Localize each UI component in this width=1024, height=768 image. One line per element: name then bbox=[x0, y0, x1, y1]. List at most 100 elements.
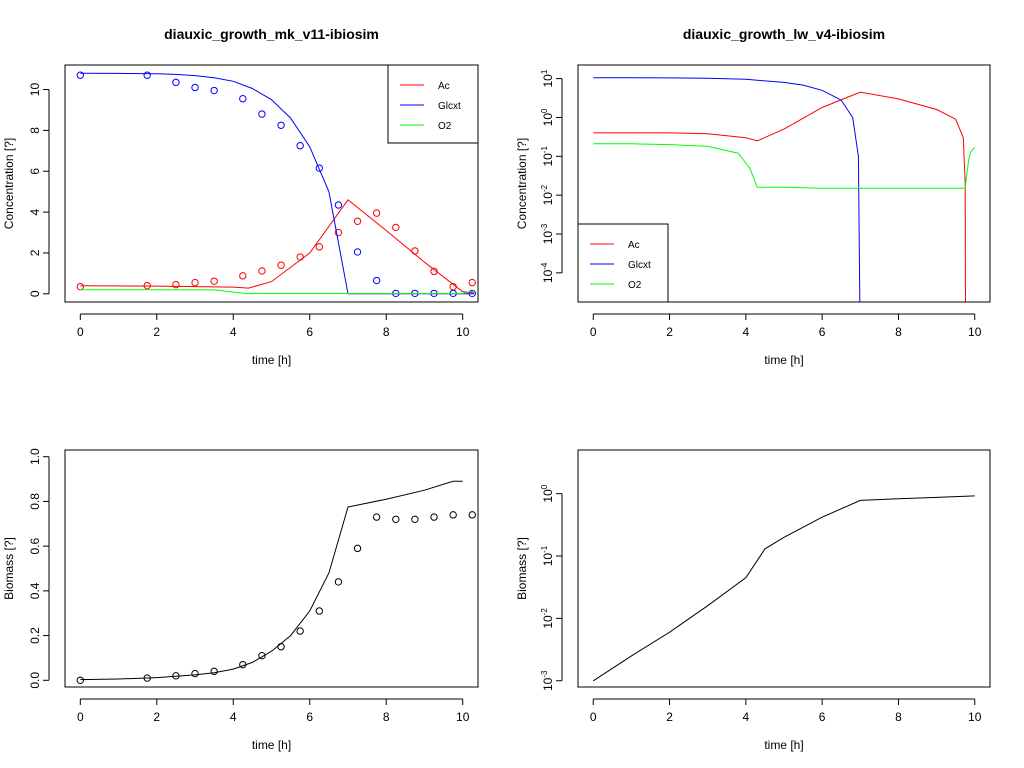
y-tick-label: 10-1 bbox=[540, 545, 555, 566]
series-line-biomass bbox=[593, 495, 975, 682]
data-point-biomass bbox=[191, 669, 199, 678]
data-point-ac bbox=[143, 281, 151, 290]
data-point-glcxt bbox=[468, 289, 476, 298]
data-point-biomass bbox=[334, 578, 343, 586]
legend-box bbox=[577, 223, 669, 303]
x-tick-label: 0 bbox=[590, 325, 597, 339]
legend-label: Glcxt bbox=[628, 260, 651, 271]
y-tick-label: 10-3 bbox=[540, 223, 555, 244]
series-line-glcxt bbox=[593, 77, 861, 302]
data-point-ac bbox=[76, 282, 84, 291]
data-point-glcxt bbox=[296, 142, 304, 150]
data-point-glcxt bbox=[277, 121, 285, 129]
plot-area bbox=[76, 71, 476, 298]
data-point-glcxt bbox=[172, 78, 180, 87]
y-tick-label: 10-2 bbox=[540, 184, 555, 205]
x-tick-label: 6 bbox=[819, 325, 826, 339]
y-tick-label: 100 bbox=[540, 108, 555, 126]
data-point-glcxt bbox=[315, 164, 324, 172]
x-tick-label: 10 bbox=[456, 710, 470, 724]
y-tick-label: 4 bbox=[28, 208, 42, 215]
data-point-ac bbox=[258, 267, 266, 275]
data-point-biomass bbox=[143, 674, 151, 682]
y-tick-exponent: -2 bbox=[540, 184, 549, 192]
y-tick-base: 10 bbox=[541, 153, 555, 167]
y-tick-exponent: -4 bbox=[540, 262, 549, 270]
chart-concentration-mk: diauxic_growth_mk_v11-ibiosim 0 2 4 6 8 10 time… bbox=[2, 26, 479, 367]
y-tick-label: 0.8 bbox=[28, 493, 42, 510]
data-point-biomass bbox=[76, 676, 84, 684]
data-point-glcxt bbox=[372, 276, 381, 285]
y-tick-base: 10 bbox=[541, 74, 555, 88]
y-tick-label: 0 bbox=[28, 290, 42, 297]
data-point-ac bbox=[353, 217, 362, 225]
data-point-ac bbox=[372, 209, 381, 217]
data-point-glcxt bbox=[143, 71, 151, 79]
legend: Ac Glcxt O2 bbox=[387, 64, 479, 144]
y-tick-exponent: 1 bbox=[540, 69, 549, 74]
x-tick-label: 2 bbox=[666, 710, 673, 724]
data-point-ac bbox=[172, 280, 180, 289]
y-axis-label: Concentration [?] bbox=[2, 138, 16, 229]
data-point-glcxt bbox=[334, 201, 343, 209]
data-point-ac bbox=[468, 278, 476, 287]
y-tick-label: 10-3 bbox=[540, 670, 555, 691]
y-tick-label: 2 bbox=[28, 249, 42, 256]
x-tick-label: 6 bbox=[306, 710, 313, 724]
data-point-glcxt bbox=[239, 95, 247, 103]
x-axis-label: time [h] bbox=[764, 738, 803, 752]
x-axis-label: time [h] bbox=[252, 353, 291, 367]
y-tick-base: 10 bbox=[541, 113, 555, 127]
data-point-biomass bbox=[449, 511, 457, 519]
y-tick-label: 1.0 bbox=[28, 448, 42, 465]
y-tick-label: 8 bbox=[28, 127, 42, 134]
x-tick-label: 2 bbox=[153, 325, 160, 339]
data-point-glcxt bbox=[191, 83, 199, 92]
data-point-ac bbox=[239, 272, 247, 280]
data-point-glcxt bbox=[258, 110, 266, 118]
y-tick-label: 10-1 bbox=[540, 146, 555, 167]
legend-box bbox=[387, 64, 479, 144]
legend-label: O2 bbox=[438, 121, 452, 132]
x-tick-label: 6 bbox=[306, 325, 313, 339]
plot-area bbox=[593, 495, 975, 682]
x-tick-label: 8 bbox=[895, 710, 902, 724]
series-line-biomass bbox=[80, 480, 463, 681]
y-tick-exponent: -1 bbox=[540, 545, 549, 553]
data-point-glcxt bbox=[210, 86, 218, 95]
x-tick-label: 4 bbox=[230, 325, 237, 339]
chart-title: diauxic_growth_mk_v11-ibiosim bbox=[164, 26, 379, 42]
y-tick-exponent: 0 bbox=[540, 484, 549, 489]
y-tick-base: 10 bbox=[541, 677, 555, 691]
y-tick-label: 6 bbox=[28, 168, 42, 175]
y-tick-label: 0.4 bbox=[28, 582, 42, 599]
y-tick-exponent: 0 bbox=[540, 108, 549, 113]
data-point-ac bbox=[392, 223, 400, 232]
data-point-biomass bbox=[296, 627, 304, 635]
plot-frame bbox=[64, 449, 479, 688]
x-tick-label: 0 bbox=[77, 325, 84, 339]
plot-area bbox=[76, 480, 476, 684]
x-tick-label: 2 bbox=[666, 325, 673, 339]
x-tick-label: 8 bbox=[383, 325, 390, 339]
x-tick-label: 0 bbox=[77, 710, 84, 724]
data-point-biomass bbox=[411, 515, 419, 524]
data-point-biomass bbox=[372, 513, 381, 521]
data-point-ac bbox=[210, 277, 218, 285]
y-tick-base: 10 bbox=[541, 553, 555, 567]
y-tick-label: 101 bbox=[540, 69, 555, 87]
y-tick-base: 10 bbox=[541, 615, 555, 629]
x-tick-label: 4 bbox=[230, 710, 237, 724]
x-axis-label: time [h] bbox=[764, 353, 803, 367]
x-tick-label: 8 bbox=[383, 710, 390, 724]
chart-biomass-mk: 0 2 4 6 8 10 time [h] 0.0 0.2 0.4 0.6 0.8 1.0 Biomass… bbox=[2, 448, 479, 752]
data-point-biomass bbox=[258, 651, 266, 660]
data-point-glcxt bbox=[76, 71, 84, 79]
x-tick-label: 4 bbox=[743, 325, 750, 339]
x-tick-label: 8 bbox=[895, 325, 902, 339]
legend-label: Ac bbox=[628, 240, 640, 251]
data-point-biomass bbox=[315, 607, 324, 615]
y-tick-label: 0.6 bbox=[28, 537, 42, 554]
